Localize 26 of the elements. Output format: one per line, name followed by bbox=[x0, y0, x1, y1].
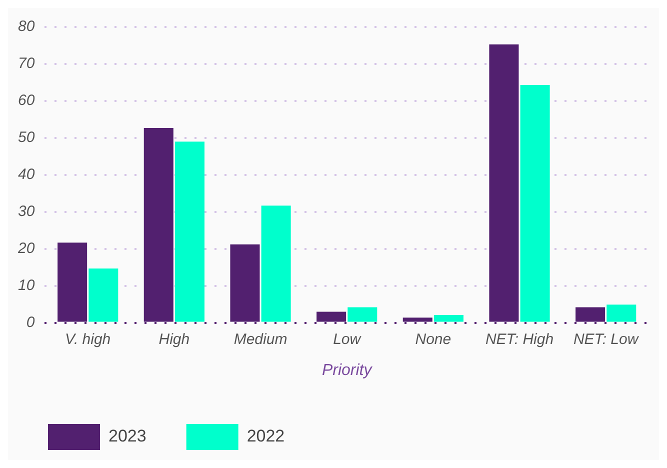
y-tick-label: 50 bbox=[18, 129, 36, 146]
x-tick-label: Medium bbox=[234, 330, 288, 348]
bar bbox=[606, 304, 636, 322]
x-tick-label: NET: Low bbox=[573, 330, 640, 348]
y-tick-label: 10 bbox=[18, 276, 36, 294]
x-tick-label: High bbox=[158, 330, 190, 348]
bar bbox=[434, 315, 464, 322]
y-tick-label: 0 bbox=[26, 314, 36, 331]
x-tick-label: None bbox=[415, 330, 452, 348]
y-tick-label: 20 bbox=[16, 240, 36, 258]
bar bbox=[520, 85, 550, 322]
x-axis-title: Priority bbox=[322, 362, 373, 379]
x-tick-label: NET: High bbox=[485, 330, 554, 348]
y-tick-label: 30 bbox=[18, 203, 36, 220]
bar bbox=[88, 268, 118, 322]
bar bbox=[348, 307, 378, 322]
y-tick-label: 80 bbox=[18, 18, 36, 36]
y-tick-label: 70 bbox=[18, 55, 36, 72]
legend-label: 2023 bbox=[108, 426, 146, 446]
x-tick-label: Low bbox=[333, 330, 362, 348]
legend-label: 2022 bbox=[246, 426, 285, 446]
y-tick-label: 60 bbox=[18, 92, 36, 110]
bar bbox=[174, 142, 204, 322]
x-tick-label: V. high bbox=[65, 330, 111, 348]
y-tick-label: 40 bbox=[18, 166, 36, 184]
bar bbox=[261, 206, 291, 322]
